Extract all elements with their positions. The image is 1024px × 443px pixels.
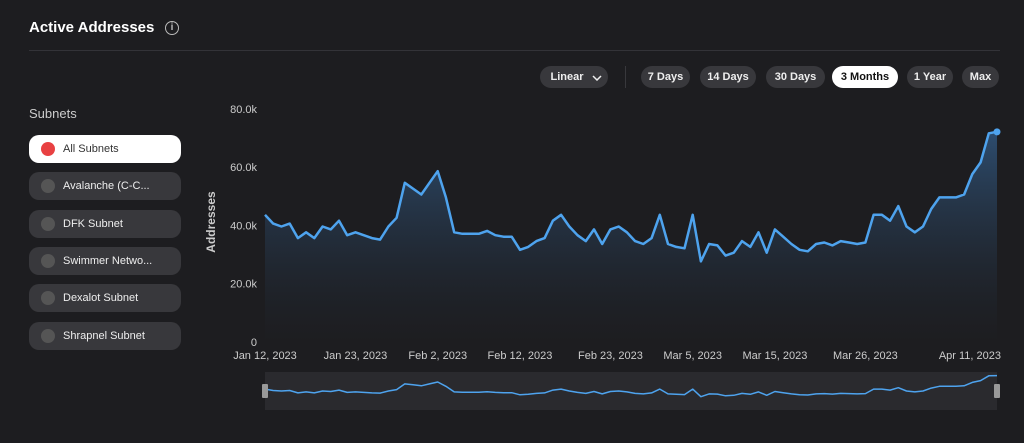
sidebar-title: Subnets: [29, 106, 77, 121]
x-tick-label: Jan 12, 2023: [233, 350, 297, 362]
subnet-icon: [41, 291, 55, 306]
x-tick-label: Mar 15, 2023: [743, 350, 808, 362]
subnet-label: DFK Subnet: [63, 217, 123, 230]
navigator[interactable]: [265, 372, 997, 410]
subnet-label: All Subnets: [63, 143, 119, 155]
subnet-label: Shrapnel Subnet: [63, 329, 145, 342]
y-tick-label: 80.0k: [230, 104, 257, 116]
subnet-icon: [41, 216, 55, 231]
divider: [625, 66, 626, 88]
scale-label: Linear: [550, 71, 584, 83]
subnet-button[interactable]: Swimmer Netwo...: [29, 246, 181, 275]
subnet-icon: [41, 179, 55, 194]
subnet-button[interactable]: DFK Subnet: [29, 209, 181, 238]
subnet-button[interactable]: Shrapnel Subnet: [29, 321, 181, 350]
end-point: [993, 128, 1001, 136]
series-line: [264, 130, 998, 263]
card-title: Active Addresses: [29, 19, 155, 36]
separator: [29, 50, 1000, 51]
subnet-button[interactable]: All Subnets: [29, 135, 181, 163]
y-tick-label: 0: [251, 337, 257, 349]
subnet-icon: [41, 328, 55, 343]
y-axis-label: Addresses: [204, 191, 218, 253]
range-button[interactable]: 3 Months: [832, 66, 898, 88]
subnet-label: Swimmer Netwo...: [63, 254, 153, 267]
navigator-line: [264, 374, 998, 398]
x-tick-label: Feb 12, 2023: [488, 350, 553, 362]
y-tick-label: 20.0k: [230, 279, 257, 291]
x-tick-label: Feb 23, 2023: [578, 350, 643, 362]
range-button[interactable]: 14 Days: [700, 66, 756, 88]
x-tick-label: Mar 5, 2023: [663, 350, 722, 362]
info-icon[interactable]: i: [165, 21, 179, 35]
range-button[interactable]: 1 Year: [907, 66, 953, 88]
x-tick-label: Mar 26, 2023: [833, 350, 898, 362]
x-tick-label: Apr 11, 2023: [939, 350, 1001, 362]
navigator-handle: [994, 384, 1000, 398]
subnet-label: Avalanche (C-C...: [63, 180, 150, 193]
navigator-handle: [262, 384, 268, 398]
y-tick-label: 40.0k: [230, 220, 257, 232]
subnet-button[interactable]: Avalanche (C-C...: [29, 172, 181, 201]
chevron: [592, 75, 602, 81]
range-button[interactable]: 30 Days: [766, 66, 825, 88]
subnet-button[interactable]: Dexalot Subnet: [29, 284, 181, 313]
subnet-label: Dexalot Subnet: [63, 292, 139, 305]
subnet-icon: [41, 253, 55, 268]
range-button[interactable]: 7 Days: [641, 66, 690, 88]
x-tick-label: Jan 23, 2023: [324, 350, 388, 362]
range-button[interactable]: Max: [962, 66, 999, 88]
x-tick-label: Feb 2, 2023: [408, 350, 467, 362]
scale-dropdown[interactable]: Linear: [540, 66, 608, 88]
y-tick-label: 60.0k: [230, 162, 257, 174]
subnet-icon: [41, 142, 55, 156]
